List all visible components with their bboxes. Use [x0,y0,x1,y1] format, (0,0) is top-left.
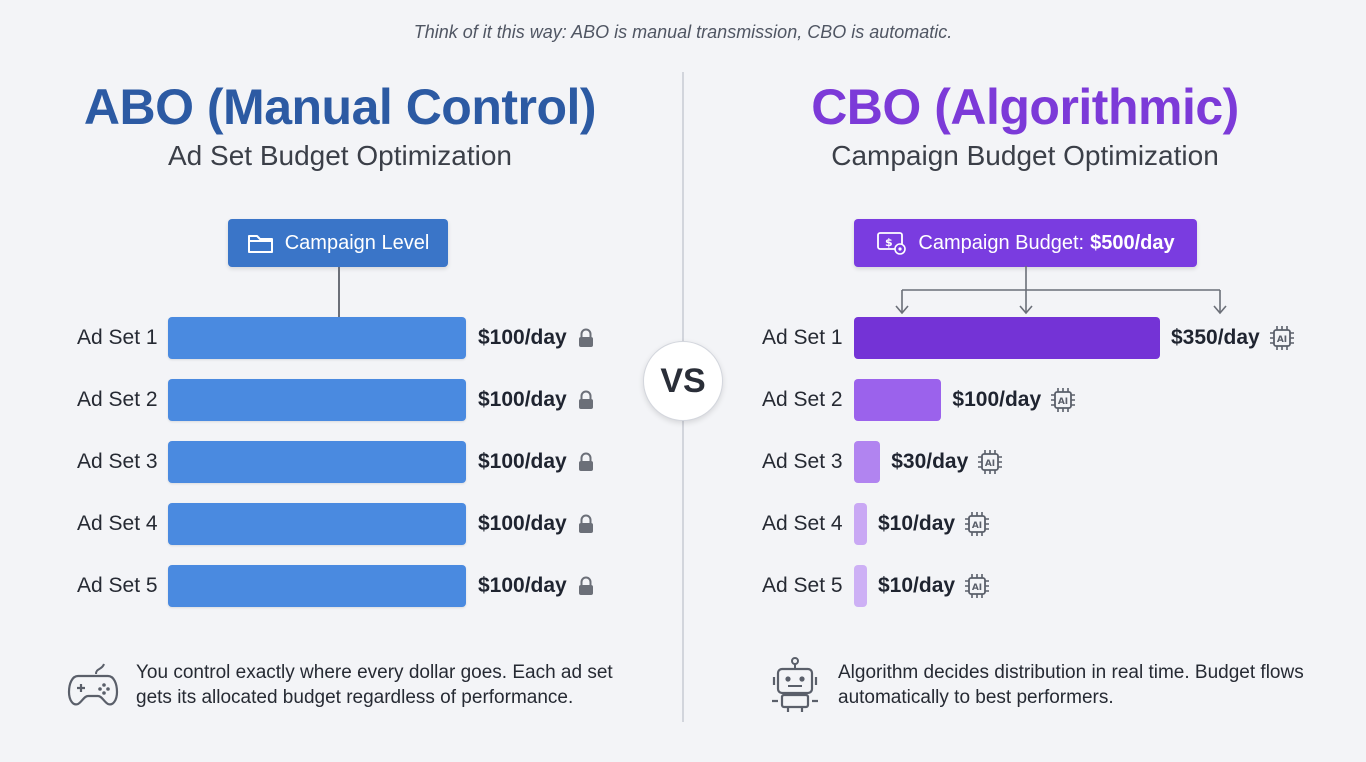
header-quote: Think of it this way: ABO is manual tran… [413,22,953,42]
folder-icon [247,235,273,253]
cbo-value-label-2: $100/day [952,388,1042,411]
cbo-row-label-5: Ad Set 5 [762,574,843,597]
abo-row-label-5: Ad Set 5 [77,574,158,597]
ai-chip-icon-4: AI [965,512,990,536]
svg-text:$: $ [885,236,893,249]
cbo-distribution-arrows [895,266,1227,315]
abo-bar-2 [168,379,466,421]
svg-text:AI: AI [1058,397,1068,407]
svg-text:AI: AI [985,459,995,469]
abo-description: You control exactly where every dollar g… [136,662,613,708]
cbo-title: CBO (Algorithmic) [811,79,1239,135]
vs-badge: VS [643,341,723,421]
money-gear-icon: $ [877,232,907,255]
abo-title: ABO (Manual Control) [83,79,597,135]
abo-bar-3 [168,441,466,483]
lock-icon-5 [578,576,593,595]
svg-text:AI: AI [972,521,982,531]
cbo-row-label-1: Ad Set 1 [762,326,843,349]
abo-value-label-5: $100/day [478,574,567,597]
abo-bar-5 [168,565,466,607]
abo-row-label-2: Ad Set 2 [77,388,158,411]
cbo-value-label-5: $10/day [878,574,956,597]
abo-value-label-1: $100/day [478,326,567,349]
ai-chip-icon-2: AI [1051,388,1076,412]
cbo-row-label-3: Ad Set 3 [762,450,843,473]
lock-icon-1 [578,328,593,347]
abo-row-label-1: Ad Set 1 [77,326,158,349]
svg-text:AI: AI [972,583,982,593]
cbo-value-label-3: $30/day [891,450,969,473]
cbo-bar-4 [854,503,867,545]
cbo-box-value: $500/day [1090,231,1175,254]
cbo-row-label-4: Ad Set 4 [762,512,843,535]
abo-value-label-2: $100/day [478,388,567,411]
cbo-bar-1 [854,317,1160,359]
ai-chip-icon-5: AI [965,574,990,598]
abo-bar-1 [168,317,466,359]
abo-row-label-4: Ad Set 4 [77,512,158,535]
cbo-description: Algorithm decides distribution in real t… [838,662,1304,708]
cbo-bar-2 [854,379,942,421]
abo-row-label-3: Ad Set 3 [77,450,158,473]
abo-box-label: Campaign Level [284,231,430,254]
cbo-row-label-2: Ad Set 2 [762,388,843,411]
abo-bar-4 [168,503,466,545]
abo-campaign-level-box: Campaign Level [228,219,448,267]
abo-value-label-4: $100/day [478,512,567,535]
abo-value-label-3: $100/day [478,450,567,473]
lock-icon-3 [578,452,593,471]
cbo-bar-5 [854,565,867,607]
svg-text:AI: AI [1277,335,1287,345]
lock-icon-2 [578,390,593,409]
abo-connector-line [338,267,340,317]
cbo-subtitle: Campaign Budget Optimization [831,140,1219,171]
lock-icon-4 [578,514,593,533]
robot-icon [772,657,818,712]
ai-chip-icon-3: AI [978,450,1003,474]
cbo-value-label-4: $10/day [878,512,956,535]
cbo-box-label: Campaign Budget: [918,231,1085,254]
abo-subtitle: Ad Set Budget Optimization [168,140,512,171]
cbo-bar-3 [854,441,881,483]
ai-chip-icon-1: AI [1269,326,1294,350]
gamepad-icon [67,663,119,706]
cbo-value-label-1: $350/day [1171,326,1260,349]
cbo-campaign-budget-box: $ Campaign Budget: $500/day [854,219,1197,267]
